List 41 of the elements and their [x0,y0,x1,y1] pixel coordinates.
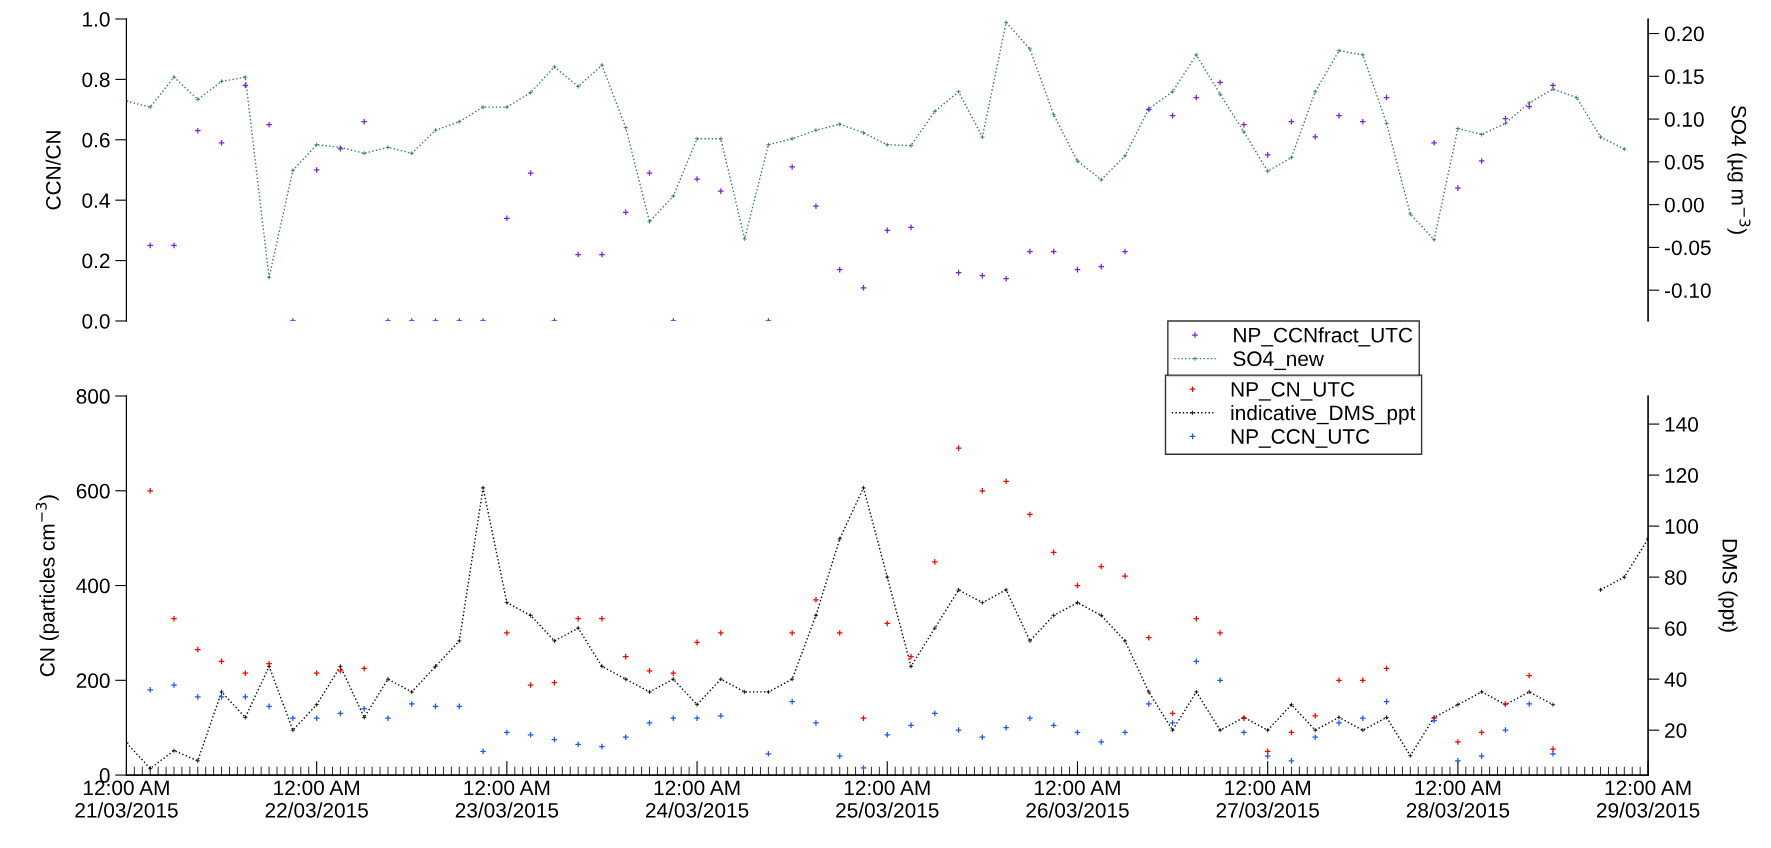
legend-label: NP_CN_UTC [1231,381,1355,401]
y-axis-title: CN (particles cm$^{−3}$) [35,495,59,677]
y2-tick-label: 40 [1664,672,1687,687]
y2-tick-label: 0.15 [1664,69,1704,85]
x-tick-label: 12:00 AM 29/03/2015 [1597,780,1700,818]
x-tick-label: 12:00 AM 27/03/2015 [1216,780,1319,818]
legend-label: NP_CCN_UTC [1231,429,1370,448]
y-tick-label: 0.6 [82,132,110,148]
y2-tick-label: 0.05 [1664,154,1704,170]
y2-tick-label: 0.00 [1664,197,1704,213]
y-tick-label: 0.0 [82,313,110,329]
y-tick-label: 400 [76,578,110,594]
x-tick-label: 12:00 AM 28/03/2015 [1406,780,1510,818]
y2-tick-label: 100 [1665,519,1699,534]
y-tick-label: 800 [76,389,110,404]
x-tick-label: 12:00 AM 25/03/2015 [836,780,939,818]
y-axis-title: CCN/CN [45,131,61,210]
y2-tick-label: -0.10 [1664,283,1711,298]
y2-tick-label: 120 [1665,468,1699,483]
x-tick-label: 12:00 AM 24/03/2015 [645,780,749,818]
y2-tick-label: -0.05 [1664,240,1711,256]
y-tick-label: 0.2 [82,253,110,269]
y-tick-label: 200 [76,673,110,689]
y-tick-label: 0.8 [82,72,110,88]
legend-label: indicative_DMS_ppt [1231,404,1416,425]
y-tick-label: 0.4 [82,193,110,208]
y-tick-label: 600 [76,483,110,499]
x-tick-label: 12:00 AM 26/03/2015 [1026,780,1129,818]
y2-axis-title: SO4 (µg m$^{−3}$) [1727,105,1751,234]
y2-tick-label: 60 [1665,621,1687,636]
y2-tick-label: 140 [1665,417,1699,432]
y2-tick-label: 20 [1665,723,1687,738]
y2-tick-label: 80 [1664,570,1687,585]
x-tick-label: 12:00 AM 23/03/2015 [455,780,559,818]
y2-tick-label: 0.20 [1664,26,1704,42]
legend-label: NP_CCNfract_UTC [1234,327,1413,347]
y2-tick-label: 0.10 [1664,112,1704,127]
y-tick-label: 1.0 [83,12,110,27]
x-tick-label: 12:00 AM 22/03/2015 [265,780,368,818]
legend-label: SO4_new [1233,351,1324,371]
y2-axis-title: DMS (ppt) [1718,539,1738,632]
